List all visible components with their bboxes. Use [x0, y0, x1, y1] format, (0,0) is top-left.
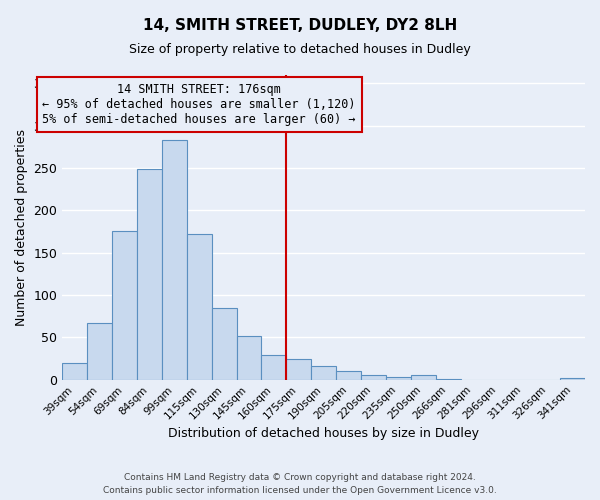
Bar	[436, 379, 461, 380]
Bar	[187, 234, 212, 380]
Bar	[212, 308, 236, 380]
Bar	[560, 378, 585, 380]
Bar	[286, 360, 311, 380]
Bar	[236, 336, 262, 380]
Text: Size of property relative to detached houses in Dudley: Size of property relative to detached ho…	[129, 42, 471, 56]
Bar	[112, 230, 137, 380]
Bar	[87, 323, 112, 380]
Text: Contains public sector information licensed under the Open Government Licence v3: Contains public sector information licen…	[103, 486, 497, 495]
Bar	[411, 376, 436, 380]
Text: 14 SMITH STREET: 176sqm
← 95% of detached houses are smaller (1,120)
5% of semi-: 14 SMITH STREET: 176sqm ← 95% of detache…	[43, 83, 356, 126]
Bar	[311, 366, 336, 380]
X-axis label: Distribution of detached houses by size in Dudley: Distribution of detached houses by size …	[168, 427, 479, 440]
Y-axis label: Number of detached properties: Number of detached properties	[15, 129, 28, 326]
Bar	[361, 376, 386, 380]
Bar	[62, 363, 87, 380]
Bar	[386, 377, 411, 380]
Text: 14, SMITH STREET, DUDLEY, DY2 8LH: 14, SMITH STREET, DUDLEY, DY2 8LH	[143, 18, 457, 32]
Bar	[262, 355, 286, 380]
Text: Contains HM Land Registry data © Crown copyright and database right 2024.: Contains HM Land Registry data © Crown c…	[124, 472, 476, 482]
Bar	[336, 372, 361, 380]
Bar	[137, 169, 162, 380]
Bar	[162, 140, 187, 380]
